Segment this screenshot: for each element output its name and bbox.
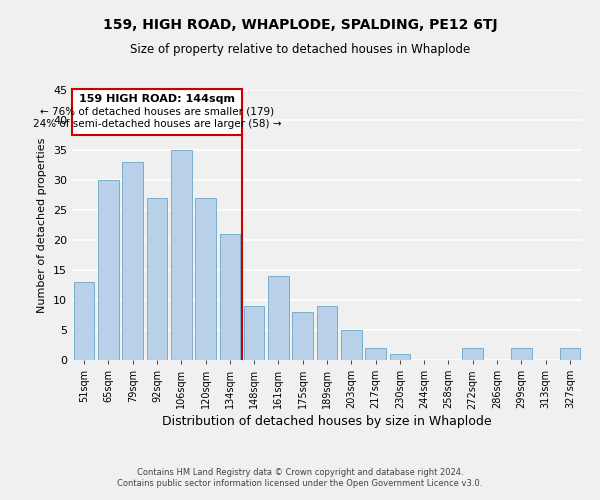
Bar [463,348,483,360]
Bar [341,330,362,360]
Bar [292,312,313,360]
Text: ← 76% of detached houses are smaller (179): ← 76% of detached houses are smaller (17… [40,106,274,116]
Y-axis label: Number of detached properties: Number of detached properties [37,138,47,312]
Bar [511,348,532,360]
Bar [195,198,216,360]
Bar [389,354,410,360]
Text: 24% of semi-detached houses are larger (58) →: 24% of semi-detached houses are larger (… [33,119,281,129]
Bar [317,306,337,360]
Bar [560,348,580,360]
Bar [171,150,191,360]
Bar [220,234,240,360]
Bar [244,306,265,360]
X-axis label: Distribution of detached houses by size in Whaplode: Distribution of detached houses by size … [162,416,492,428]
Bar [98,180,119,360]
Bar [122,162,143,360]
Bar [268,276,289,360]
Bar [365,348,386,360]
Text: 159, HIGH ROAD, WHAPLODE, SPALDING, PE12 6TJ: 159, HIGH ROAD, WHAPLODE, SPALDING, PE12… [103,18,497,32]
Text: 159 HIGH ROAD: 144sqm: 159 HIGH ROAD: 144sqm [79,94,235,104]
Text: Size of property relative to detached houses in Whaplode: Size of property relative to detached ho… [130,42,470,56]
Bar [72,89,242,135]
Bar [74,282,94,360]
Bar [146,198,167,360]
Text: Contains HM Land Registry data © Crown copyright and database right 2024.
Contai: Contains HM Land Registry data © Crown c… [118,468,482,487]
